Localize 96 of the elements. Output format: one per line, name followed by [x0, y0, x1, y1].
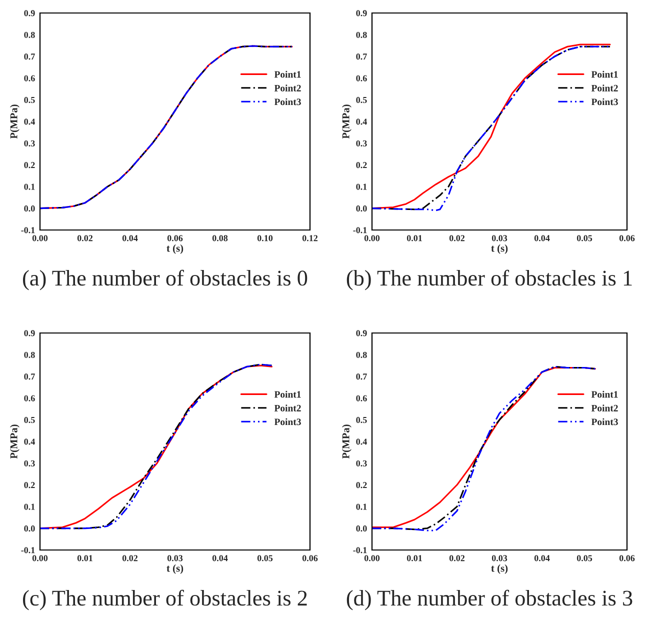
x-tick-label: 0.02 [122, 555, 138, 562]
x-tick-label: 0.10 [257, 235, 273, 242]
x-tick-label: 0.05 [576, 555, 592, 562]
x-tick-label: 0.01 [406, 555, 422, 562]
legend-label: Point2 [591, 404, 618, 412]
y-tick-label: 0.2 [24, 162, 35, 168]
y-tick-label: 0.8 [24, 32, 35, 38]
x-tick-label: 0.06 [167, 235, 183, 242]
y-tick-label: 0.4 [356, 118, 367, 125]
y-tick-label: 0.6 [356, 75, 367, 82]
y-tick-label: 0.6 [24, 75, 35, 82]
legend-label: Point1 [591, 390, 618, 398]
y-tick-label: 0.4 [24, 438, 35, 445]
x-axis-title: t (s) [491, 244, 508, 254]
y-tick-label: 0.2 [356, 482, 367, 488]
y-axis-title: P(MPa) [10, 104, 20, 139]
y-tick-label: 0.6 [356, 395, 367, 402]
x-tick-label: 0.06 [619, 555, 635, 562]
x-tick-label: 0.03 [167, 555, 183, 562]
y-axis-title: P(MPa) [342, 104, 352, 139]
y-tick-label: 0.2 [24, 482, 35, 488]
x-tick-label: 0.06 [302, 555, 318, 562]
y-tick-label: 0.1 [24, 504, 35, 510]
legend-label: Point1 [274, 70, 301, 78]
y-tick-label: -0.1 [353, 547, 367, 554]
y-tick-label: 0.8 [356, 352, 367, 358]
x-tick-label: 0.03 [492, 235, 508, 242]
y-tick-label: 0.4 [24, 118, 35, 125]
y-tick-label: 0.1 [356, 504, 367, 510]
y-tick-label: 0.3 [356, 140, 367, 146]
y-tick-label: 0.3 [356, 460, 367, 466]
x-tick-label: 0.06 [619, 235, 635, 242]
y-tick-label: 0.0 [356, 205, 367, 212]
y-tick-label: 0.6 [24, 395, 35, 402]
x-tick-label: 0.02 [449, 235, 465, 242]
y-tick-label: 0.3 [24, 140, 35, 146]
x-tick-label: 0.02 [77, 235, 93, 242]
x-axis-title: t (s) [166, 564, 184, 574]
y-tick-label: 0.4 [356, 438, 367, 445]
legend-label: Point3 [274, 418, 301, 426]
text: (d) The number of obstacles is 3 [346, 590, 632, 610]
y-tick-label: 0.9 [24, 10, 35, 16]
y-tick-label: 0.9 [356, 330, 367, 336]
x-tick-label: 0.05 [257, 555, 273, 562]
y-tick-label: 0.2 [356, 162, 367, 168]
x-tick-label: 0.04 [534, 235, 550, 242]
y-tick-label: 0.5 [356, 416, 367, 424]
x-tick-label: 0.08 [212, 235, 228, 242]
legend-label: Point2 [274, 84, 301, 92]
y-tick-label: 0.0 [24, 525, 35, 532]
x-tick-label: 0.12 [302, 235, 318, 242]
y-tick-label: -0.1 [21, 547, 35, 554]
y-tick-label: -0.1 [353, 227, 367, 234]
y-tick-label: 0.0 [356, 525, 367, 532]
y-tick-label: 0.8 [356, 32, 367, 38]
x-tick-label: 0.03 [492, 555, 508, 562]
y-tick-label: -0.1 [21, 227, 35, 234]
y-tick-label: 0.1 [356, 184, 367, 190]
x-axis-title: t (s) [491, 564, 508, 574]
y-tick-label: 0.7 [24, 374, 35, 380]
text: (b) The number of obstacles is 1 [346, 270, 632, 290]
x-tick-label: 0.01 [406, 235, 422, 242]
x-tick-label: 0.00 [32, 555, 48, 562]
y-axis-title: P(MPa) [342, 424, 352, 459]
y-tick-label: 0.3 [24, 460, 35, 466]
legend-label: Point1 [274, 390, 301, 398]
y-tick-label: 0.7 [356, 54, 367, 60]
legend-label: Point1 [591, 70, 618, 78]
y-tick-label: 0.1 [24, 184, 35, 190]
x-tick-label: 0.02 [449, 555, 465, 562]
legend-label: Point3 [591, 418, 618, 426]
legend-label: Point2 [591, 84, 618, 92]
text: (a) The number of obstacles is 0 [23, 270, 308, 290]
text: (c) The number of obstacles is 2 [23, 590, 307, 610]
x-tick-label: 0.04 [534, 555, 550, 562]
x-tick-label: 0.04 [122, 235, 138, 242]
x-tick-label: 0.00 [32, 235, 48, 242]
y-tick-label: 0.8 [24, 352, 35, 358]
x-tick-label: 0.05 [576, 235, 592, 242]
legend-label: Point3 [274, 98, 301, 106]
x-tick-label: 0.04 [212, 555, 228, 562]
y-tick-label: 0.5 [24, 96, 35, 104]
y-axis-title: P(MPa) [10, 424, 20, 459]
y-tick-label: 0.9 [356, 10, 367, 16]
legend-label: Point3 [591, 98, 618, 106]
x-tick-label: 0.01 [77, 555, 92, 562]
x-tick-label: 0.00 [364, 555, 380, 562]
x-tick-label: 0.00 [364, 235, 380, 242]
x-axis-title: t (s) [166, 244, 184, 254]
y-tick-label: 0.9 [24, 330, 35, 336]
y-tick-label: 0.5 [24, 416, 35, 424]
y-tick-label: 0.7 [356, 374, 367, 380]
y-tick-label: 0.7 [24, 54, 35, 60]
legend-label: Point2 [274, 404, 301, 412]
y-tick-label: 0.0 [24, 205, 35, 212]
y-tick-label: 0.5 [356, 96, 367, 104]
